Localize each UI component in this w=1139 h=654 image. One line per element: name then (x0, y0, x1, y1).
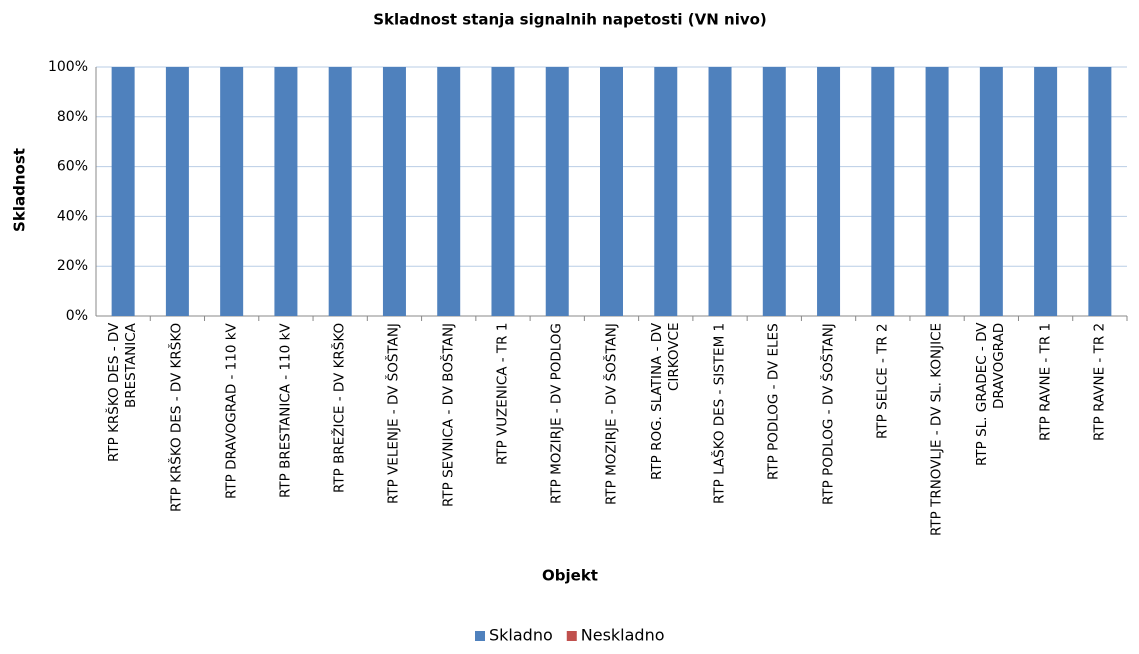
legend-swatch (475, 631, 485, 641)
x-tick-label: RTP RAVNE - TR 2 (1091, 323, 1108, 442)
x-tick-label: RTP BREŽICE - DV KRŠKO (331, 323, 348, 494)
bar (220, 67, 244, 316)
x-tick-label: RTP SL. GRADEC - DV DRAVOGRAD (974, 323, 1008, 467)
x-tick-label: RTP BRESTANICA - 110 kV (277, 323, 294, 498)
x-tick-label: RTP VELENJE - DV ŠOŠTANJ (385, 323, 402, 504)
x-tick-label: RTP KRŠKO DES - DV KRŠKO (168, 323, 185, 513)
x-tick-label: RTP KRŠKO DES - DV BRESTANICA (106, 323, 140, 463)
bar (437, 67, 461, 316)
x-tick-label: RTP LAŠKO DES - SISTEM 1 (711, 323, 728, 505)
x-tick-label: RTP MOZIRJE - DV ŠOŠTANJ (603, 323, 619, 505)
bar (1034, 67, 1058, 316)
legend-label: Skladno (489, 626, 553, 645)
bar (600, 67, 623, 316)
bar (111, 67, 135, 316)
bar (165, 67, 189, 316)
x-tick-label: RTP VUZENICA - TR 1 (494, 323, 511, 466)
bar (708, 67, 732, 316)
x-axis-label: Objekt (542, 567, 598, 585)
y-tick-label: 0% (66, 308, 88, 324)
bar (382, 67, 406, 316)
bar (328, 67, 352, 316)
y-tick-label: 20% (57, 258, 88, 274)
x-tick-label: RTP ROG. SLATINA - DV CIRKOVCE (648, 323, 682, 481)
x-tick-label: RTP PODLOG - DV ELES (765, 323, 782, 480)
x-tick-label: RTP RAVNE - TR 1 (1037, 323, 1054, 442)
x-tick-label: RTP TRNOVLJE - DV SL. KONJICE (928, 323, 945, 537)
bar (1088, 67, 1112, 316)
x-tick-label: RTP SELCE - TR 2 (874, 323, 891, 439)
legend-label: Neskladno (581, 626, 665, 645)
bar (545, 67, 569, 316)
bar (274, 67, 298, 316)
y-axis-label: Skladnost (11, 148, 29, 232)
legend-swatch (566, 631, 577, 641)
x-tick-label: RTP DRAVOGRAD - 110 kV (223, 323, 240, 499)
bar (654, 67, 678, 316)
bar (979, 67, 1003, 316)
y-tick-label: 60% (57, 159, 88, 175)
x-tick-label: RTP SEVNICA - DV BOŠTANJ (440, 323, 457, 508)
bar (762, 67, 786, 316)
x-tick-label: RTP PODLOG - DV ŠOŠTANJ (820, 323, 837, 505)
bar (871, 67, 895, 316)
bar (817, 67, 841, 316)
y-tick-label: 80% (57, 109, 88, 125)
bar (925, 67, 949, 316)
chart-title: Skladnost stanja signalnih napetosti (VN… (373, 11, 767, 29)
y-tick-label: 100% (48, 59, 88, 75)
y-tick-label: 40% (57, 208, 88, 224)
x-tick-label: RTP MOZIRJE - DV PODLOG (548, 323, 565, 504)
bar (491, 67, 515, 316)
